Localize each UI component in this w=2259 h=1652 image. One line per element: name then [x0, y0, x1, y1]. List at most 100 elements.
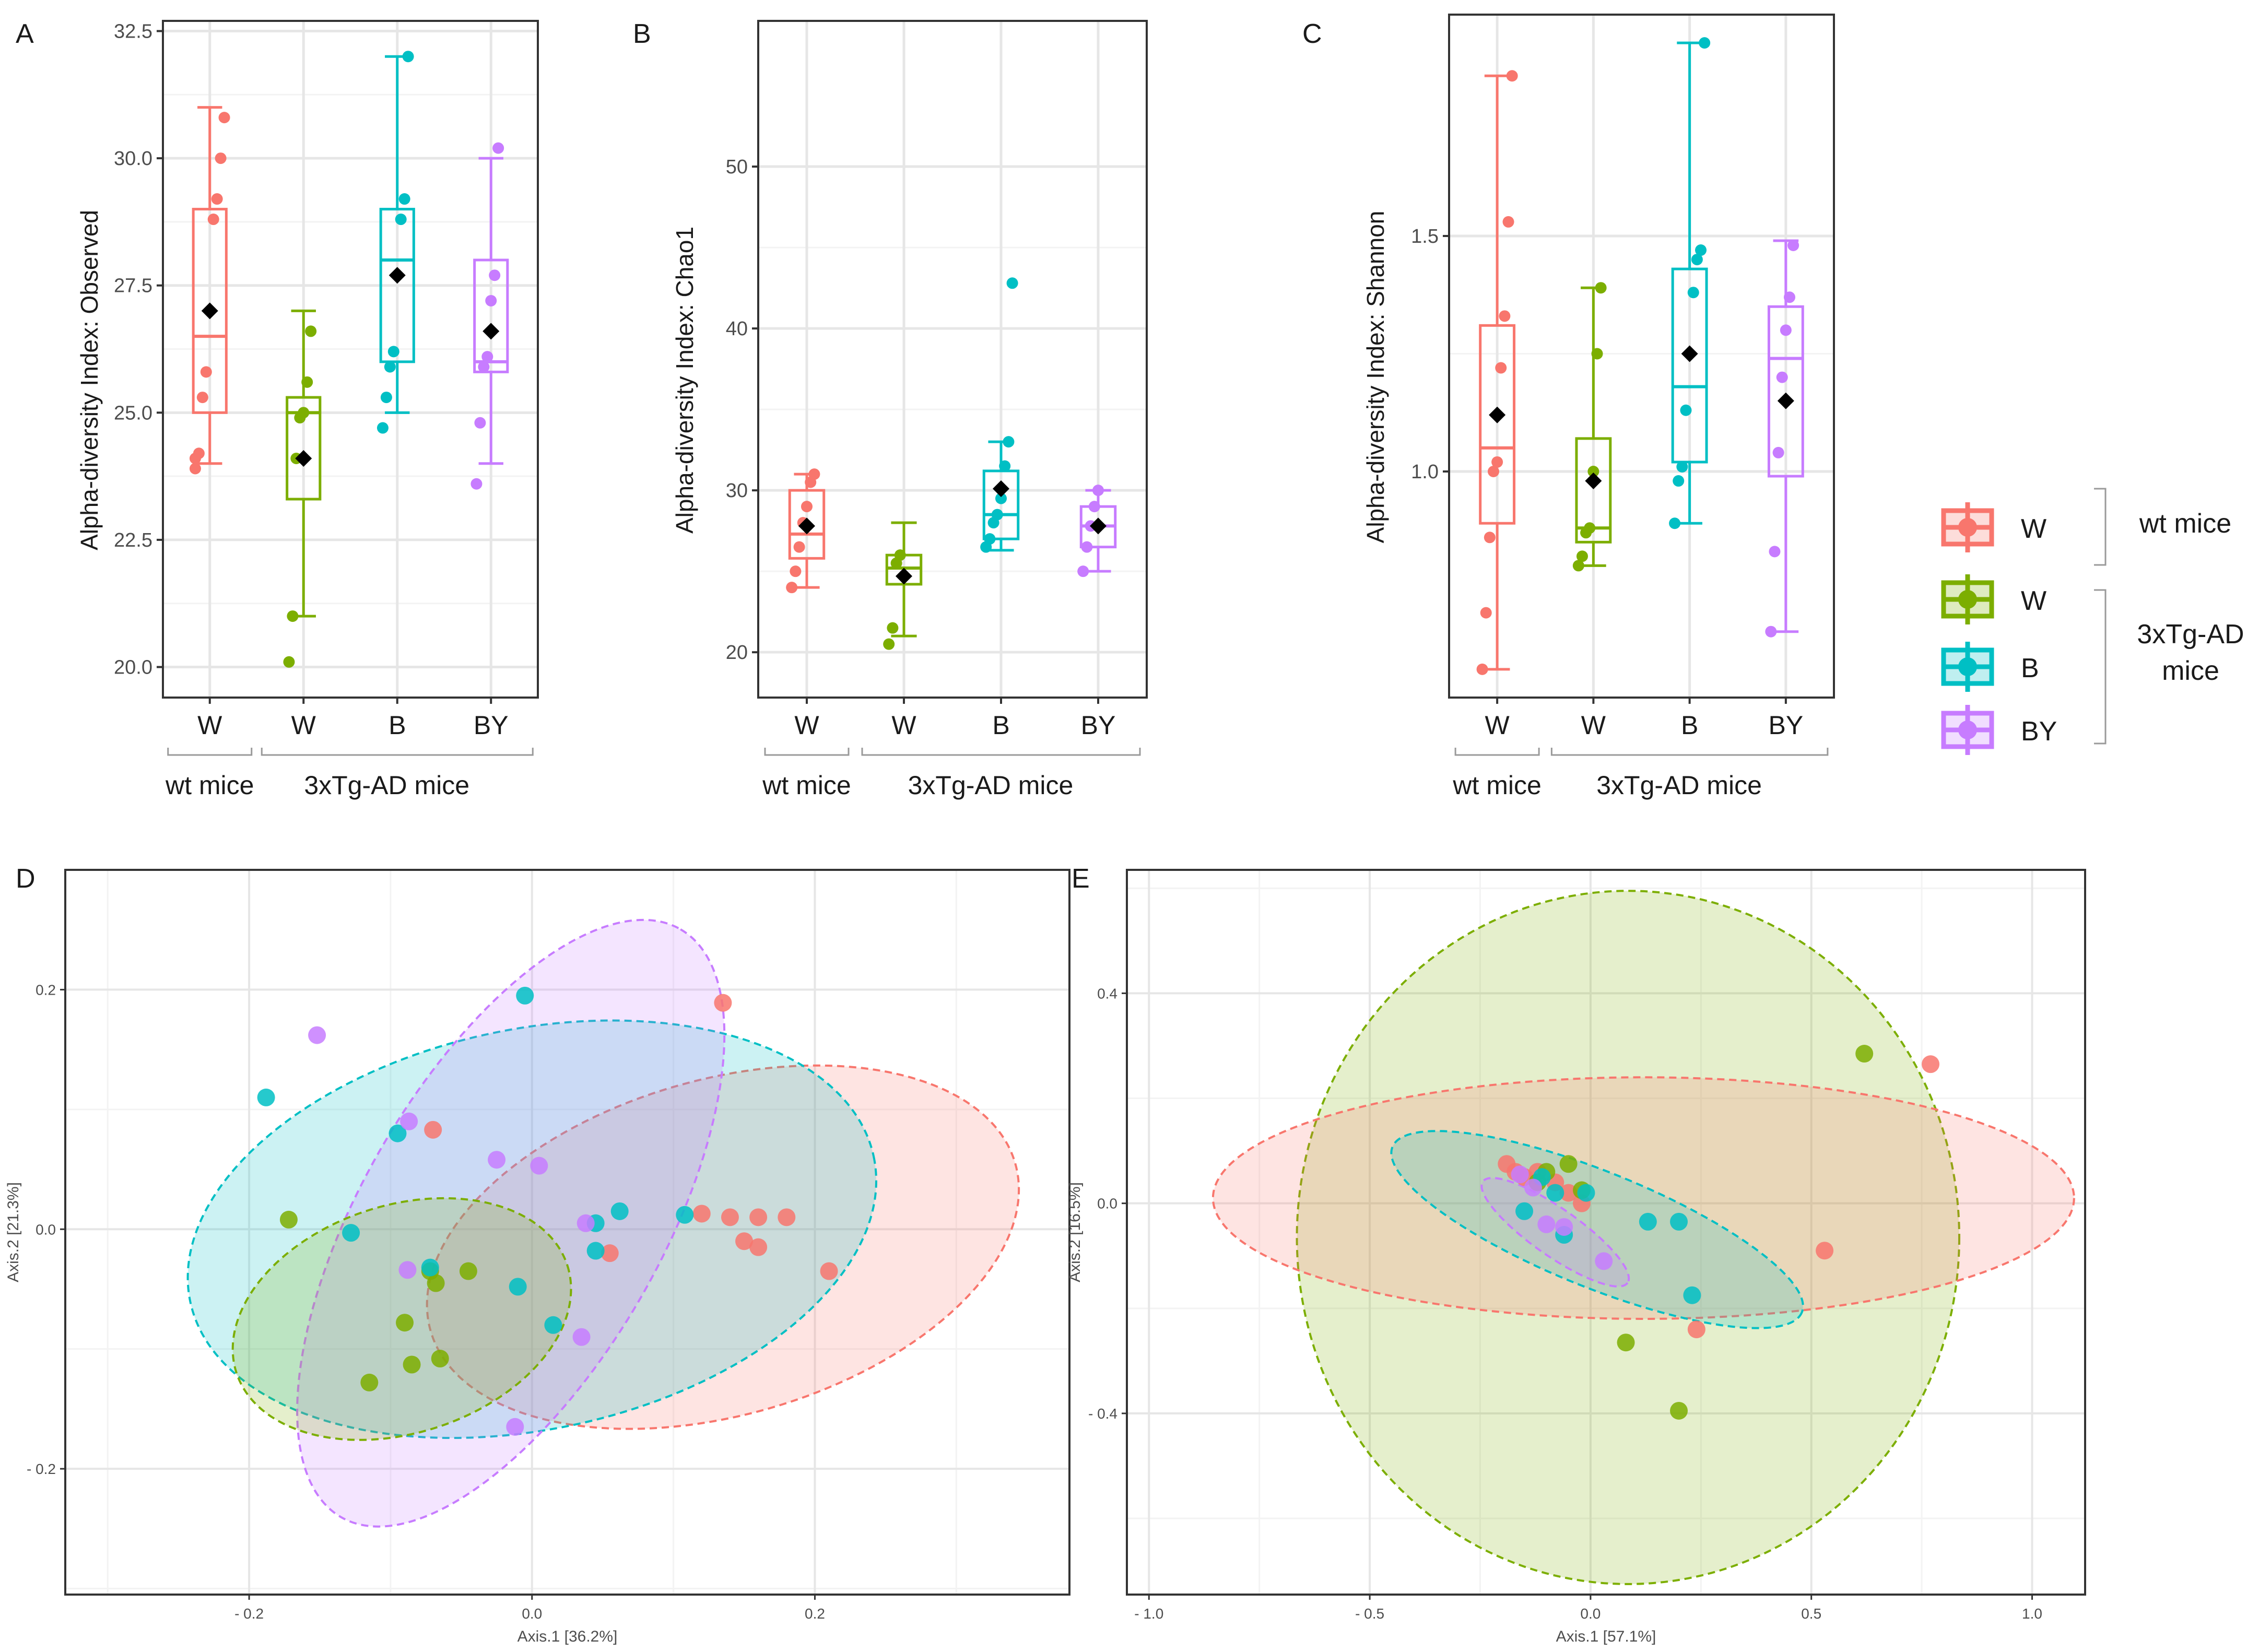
box-iqr [982, 469, 1020, 540]
ellipse-wt_W [1211, 1076, 2075, 1320]
data-point [676, 1206, 694, 1224]
mean-marker [1681, 345, 1698, 362]
data-point [1683, 1286, 1701, 1304]
data-point [1006, 277, 1018, 289]
data-point [1537, 1215, 1556, 1233]
legend-key-tg_W [1941, 574, 1994, 624]
x-tick-label: BY [474, 711, 509, 740]
box-tg_B [1669, 37, 1711, 529]
plot-frame [1448, 14, 1835, 699]
mean-marker [1777, 392, 1794, 409]
data-point [1676, 461, 1688, 473]
data-point [530, 1157, 548, 1175]
data-point [283, 656, 295, 668]
data-point [991, 509, 1003, 521]
data-point [1506, 70, 1518, 82]
legend-bracket-wt-label: wt mice [2139, 509, 2231, 539]
mean-marker [896, 568, 912, 585]
data-point [1673, 475, 1685, 487]
data-point [1670, 1212, 1688, 1231]
data-point [211, 193, 223, 205]
y-axis-title: Alpha-diversity Index: Shannon [1362, 211, 1389, 544]
legend-bracket-tg-label: mice [2162, 656, 2219, 686]
data-point [1816, 1242, 1834, 1260]
x-axis-title: Axis.1 [57.1%] [1556, 1628, 1656, 1645]
box-iqr [286, 396, 322, 501]
ellipse-tg_BY [296, 918, 726, 1528]
data-point [489, 269, 501, 281]
legend-point [1958, 657, 1977, 676]
box-wt_W [1476, 70, 1518, 675]
data-point [305, 325, 317, 337]
data-point [576, 1214, 595, 1232]
x-tick-label: 0.0 [522, 1606, 542, 1622]
y-tick-label: 32.5 [114, 20, 152, 42]
y-tick-label: 27.5 [114, 275, 152, 297]
x-tick-label: W [794, 711, 819, 740]
data-point [749, 1238, 768, 1256]
data-point [398, 1261, 417, 1279]
legend-bracket-tg [2094, 589, 2107, 745]
x-tick-label: W [1581, 711, 1606, 740]
data-point [1003, 436, 1015, 448]
legend-point [1958, 590, 1977, 609]
panel-a: A 20.0 22.5 25.0 27.5 30.0 32.5 W W B BY Alpha-dive… [16, 19, 539, 800]
legend-label: W [2021, 514, 2046, 544]
panel-d: D - 0.2 0.0 0.2 - 0.2 0.0 0.2 Axis.1 [36.2%] Axi… [5, 864, 1070, 1645]
data-point [395, 214, 407, 226]
legend-bracket-tg-label: 3xTg-AD [2137, 619, 2244, 650]
data-point [1495, 362, 1507, 374]
data-point [279, 1210, 298, 1229]
data-point [431, 1350, 449, 1368]
data-point [790, 565, 802, 577]
data-point [398, 193, 410, 205]
data-point [380, 392, 392, 404]
data-point [298, 407, 310, 419]
x-tick-label: B [1681, 711, 1698, 740]
box-tg_W [283, 309, 322, 668]
data-point [342, 1224, 360, 1242]
y-tick-label: 25.0 [114, 402, 152, 424]
data-point [376, 422, 389, 434]
data-point [1695, 244, 1707, 256]
data-point [1639, 1212, 1657, 1231]
group-caption-tg: 3xTg-AD mice [1596, 771, 1762, 800]
data-point [215, 152, 227, 164]
bracket-tg [261, 748, 534, 756]
data-point [1491, 456, 1503, 468]
data-point [387, 346, 399, 358]
data-point [883, 638, 895, 650]
data-point [1687, 287, 1699, 299]
plot-frame [162, 20, 539, 699]
x-tick-label: W [197, 711, 222, 740]
x-tick-label: 1.0 [2022, 1606, 2042, 1622]
data-point [887, 622, 899, 634]
data-point [1780, 324, 1792, 336]
y-tick-label: - 0.4 [1088, 1406, 1117, 1422]
box-tg_W [883, 521, 923, 650]
bracket-wt [167, 748, 253, 756]
data-point [808, 468, 820, 480]
bracket-tg [1550, 748, 1829, 756]
panel-label: E [1072, 864, 1090, 894]
data-point [572, 1328, 591, 1346]
plot-frame [757, 20, 1148, 699]
box-tg_BY [1077, 485, 1117, 577]
box-tg_BY [470, 142, 509, 490]
plot-frame [64, 869, 1070, 1596]
mean-marker [1585, 473, 1602, 490]
ellipse-tg_B [1390, 1130, 1804, 1329]
data-point [1787, 240, 1799, 252]
data-point [1772, 446, 1784, 458]
y-tick-label: 20.0 [114, 657, 152, 679]
data-point [778, 1208, 796, 1226]
data-point [1584, 522, 1596, 534]
box-tg_B [980, 277, 1020, 553]
data-point [400, 1112, 418, 1130]
data-point [749, 1208, 768, 1226]
panel-label: B [633, 19, 651, 49]
data-point [1077, 565, 1089, 577]
data-point [692, 1205, 711, 1223]
panel-b: B 20 30 40 50 W W B BY Alpha-diversity Index: Cha… [633, 19, 1148, 800]
data-point [801, 501, 813, 513]
